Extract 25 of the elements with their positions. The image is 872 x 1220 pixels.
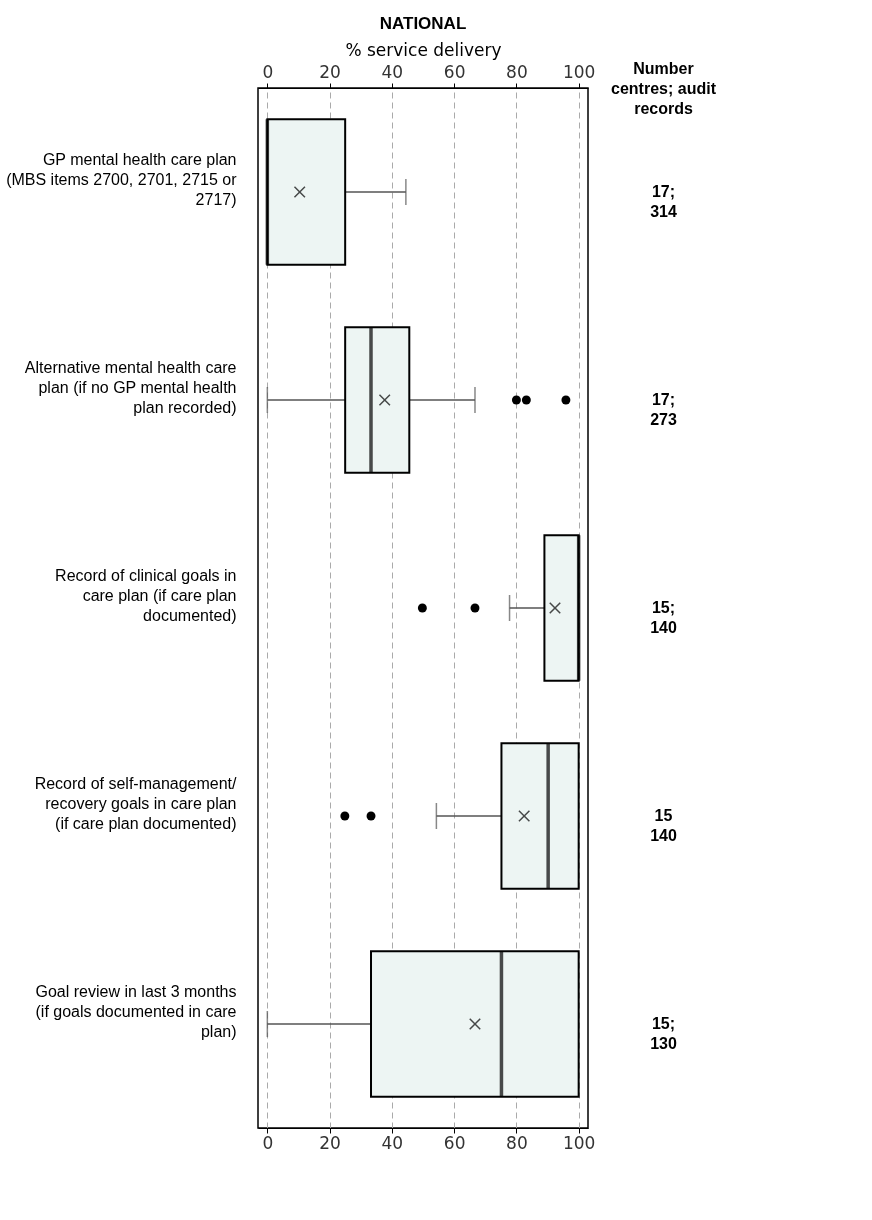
y2-tick-label: 15; 140 [650,599,677,636]
x-tick-label: 100 [562,61,596,82]
x2-tick-label: 0 [262,1132,274,1153]
x-tick-label: 80 [506,61,528,82]
x2-tick-label: 20 [319,1132,341,1153]
x-tick-label: 0 [262,61,274,82]
y2-axis-title: Number centres; audit records [611,59,717,117]
y-tick-label: Goal review in last 3 months (if goals documented in care plan) [35,983,237,1040]
y2-tick-label: 17; 273 [650,391,677,428]
x2-tick-label: 80 [506,1132,528,1153]
y2-tick-label: 15; 130 [650,1015,677,1052]
x2-tick-label: 100 [562,1132,596,1153]
chart-title: NATIONAL [379,14,467,33]
x2-axis-title: % service delivery [345,39,502,60]
y-tick-label: Record of self-management/ recovery goals in care plan (if care plan documented) [34,775,238,832]
x2-tick-label: 40 [381,1132,404,1153]
y-tick-label: Alternative mental health care plan (if no GP mental health plan recorded) [24,359,237,416]
y2-tick-label: 15 140 [650,807,677,844]
x-tick-label: 60 [443,61,466,82]
y2-tick-label: 17; 314 [650,183,677,220]
x-tick-label: 20 [319,61,341,82]
x2-tick-label: 60 [443,1132,466,1153]
y-tick-label: GP mental health care plan (MBS items 2700, 2701, 2715 or 2717) [6,151,238,208]
x-tick-label: 40 [381,61,404,82]
y-tick-label: Record of clinical goals in care plan (if care plan documented) [55,567,237,624]
